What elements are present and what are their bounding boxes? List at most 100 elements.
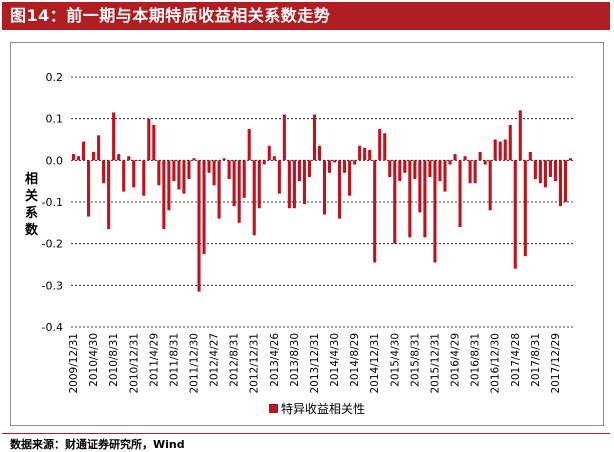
y-tick-label: 0.2: [46, 71, 64, 84]
bar: [403, 160, 407, 173]
bar: [423, 160, 427, 238]
bar: [483, 160, 487, 165]
bar: [433, 160, 437, 263]
bar: [373, 160, 377, 263]
bar: [388, 160, 392, 177]
bar: [92, 152, 96, 161]
bar: [172, 160, 176, 182]
bar: [463, 156, 467, 161]
bar: [257, 160, 261, 209]
bar: [307, 160, 311, 177]
bar: [207, 160, 211, 173]
bar: [76, 156, 81, 161]
bar: [282, 114, 286, 161]
bar: [187, 160, 191, 180]
bar: [287, 160, 291, 209]
bar: [177, 160, 181, 190]
bar: [262, 160, 266, 165]
bar: [132, 160, 136, 188]
bar: [348, 160, 352, 196]
y-tick-label: 0.0: [46, 154, 64, 167]
bar: [468, 160, 472, 184]
y-tick-label: -0.4: [42, 321, 63, 334]
y-tick-label: -0.3: [42, 279, 63, 292]
bar: [563, 160, 568, 202]
bar: [122, 160, 126, 192]
x-tick-label: 2010/4/30: [88, 333, 100, 387]
y-axis-title: 相关系数: [25, 171, 39, 238]
bar: [202, 160, 206, 255]
bar: [458, 160, 462, 227]
bar: [488, 160, 492, 211]
x-tick-label: 2017/4/28: [510, 333, 522, 387]
bar: [453, 154, 457, 161]
bar: [197, 160, 201, 292]
x-tick-label: 2013/4/26: [269, 333, 281, 387]
bar: [182, 160, 186, 194]
bar: [81, 141, 86, 161]
legend-swatch: [269, 404, 278, 413]
x-tick-label: 2015/8/31: [409, 333, 421, 387]
bar: [192, 158, 196, 161]
bar: [533, 160, 537, 180]
x-tick-label: 2014/12/31: [369, 333, 381, 394]
bar: [292, 160, 296, 209]
bar: [478, 152, 482, 161]
chart-frame: 0.2 0.1 0.0 -0.1 -0.2 -0.3 -0.4 2009/12/31 2010…: [10, 42, 604, 426]
bar: [87, 160, 91, 217]
x-tick-label: 2013/12/31: [309, 333, 321, 394]
bar: [443, 160, 447, 192]
y-axis-label: 相关系数: [25, 171, 39, 238]
y-tick-label: 0.1: [46, 113, 64, 126]
x-tick-label: 2017/8/31: [530, 333, 542, 387]
bar: [543, 160, 547, 188]
bar: [277, 160, 281, 194]
x-tick-label: 2012/8/31: [229, 333, 241, 387]
bar: [127, 156, 131, 161]
bar: [267, 145, 271, 161]
bar: [408, 160, 412, 238]
x-tick-label: 2011/4/29: [148, 333, 160, 387]
bars: [71, 110, 573, 292]
bar: [353, 160, 357, 165]
x-tick-label: 2012/12/31: [249, 333, 261, 394]
bar: [222, 158, 226, 161]
bar: [162, 160, 166, 230]
bar: [513, 160, 517, 269]
bar: [448, 160, 452, 165]
gridlines: [71, 76, 573, 328]
bar: [368, 149, 372, 161]
bar: [398, 160, 402, 182]
bar: [152, 124, 156, 161]
x-tick-label: 2011/8/31: [168, 333, 180, 387]
bar: [413, 160, 417, 180]
y-tick-label: -0.2: [42, 238, 63, 251]
bar: [378, 129, 382, 161]
x-tick-label: 2015/12/31: [429, 333, 441, 394]
bar: [518, 110, 522, 161]
footer-rule: [2, 433, 610, 434]
figure-title: 图14：前一期与本期特质收益相关系数走势: [2, 2, 610, 30]
bar: [428, 160, 432, 177]
bar: [528, 152, 532, 161]
x-tick-label: 2011/12/30: [188, 333, 200, 394]
bar: [102, 160, 106, 184]
bar: [297, 160, 301, 182]
bar: [327, 160, 332, 173]
bar: [498, 141, 502, 161]
bar: [473, 160, 477, 184]
source-note: 数据来源：财通证券研究所，Wind: [10, 438, 185, 451]
bar: [438, 160, 442, 182]
bar: [247, 129, 251, 161]
bar: [343, 160, 347, 173]
bar: [147, 118, 151, 161]
bar: [97, 135, 101, 161]
legend-label: 特异收益相关性: [281, 401, 365, 416]
bar: [217, 160, 221, 219]
x-tick-label: 2012/4/27: [209, 333, 221, 387]
bar: [393, 160, 397, 244]
bar: [568, 158, 573, 161]
bar: [142, 160, 146, 196]
x-tick-label: 2009/12/31: [68, 333, 80, 394]
x-tick-label: 2010/8/31: [108, 333, 120, 387]
